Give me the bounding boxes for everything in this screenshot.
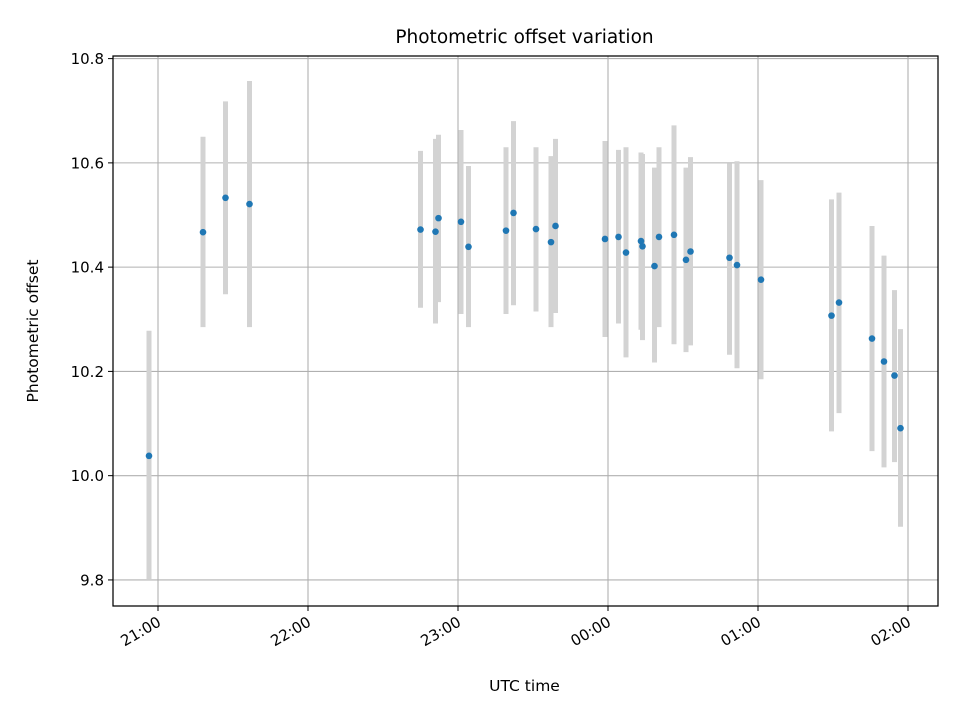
data-point [547,238,555,246]
data-point [637,237,645,245]
data-point [532,225,540,233]
data-point [733,261,741,269]
data-point [199,228,207,236]
data-point [757,276,765,283]
data-point [670,231,678,239]
data-point [655,233,663,241]
data-point [222,194,229,202]
data-point [145,452,153,460]
data-point [828,312,835,319]
y-tick-label: 10.4 [71,259,104,277]
data-point [835,299,843,306]
data-point [417,226,424,233]
data-point [601,235,609,243]
data-point [651,262,658,270]
y-tick-label: 10.2 [71,363,104,381]
data-point [246,200,253,208]
y-tick-label: 10.0 [71,467,104,485]
data-point [897,424,904,432]
data-point [639,242,646,250]
y-tick-label: 10.8 [71,50,104,68]
data-point [457,218,465,226]
data-point [880,358,888,365]
data-points [145,194,904,460]
data-point [502,227,510,234]
data-point [432,228,439,235]
data-point [510,209,517,217]
data-point [891,372,898,379]
y-tick-label: 9.8 [80,571,104,589]
data-point [622,249,630,256]
data-point [615,233,622,241]
data-point [868,335,876,342]
data-point [552,222,559,230]
y-axis-label: Photometric offset [24,260,42,403]
data-point [687,248,694,255]
data-point [682,256,690,264]
y-axis: 9.8 10.0 10.2 10.4 10.6 10.8 [71,50,113,589]
y-tick-label: 10.6 [71,154,104,172]
data-point [435,214,442,222]
data-point [465,243,472,251]
chart-title: Photometric offset variation [395,27,653,48]
data-point [726,254,733,262]
x-axis-label: UTC time [489,677,560,695]
plot-frame [112,55,939,607]
